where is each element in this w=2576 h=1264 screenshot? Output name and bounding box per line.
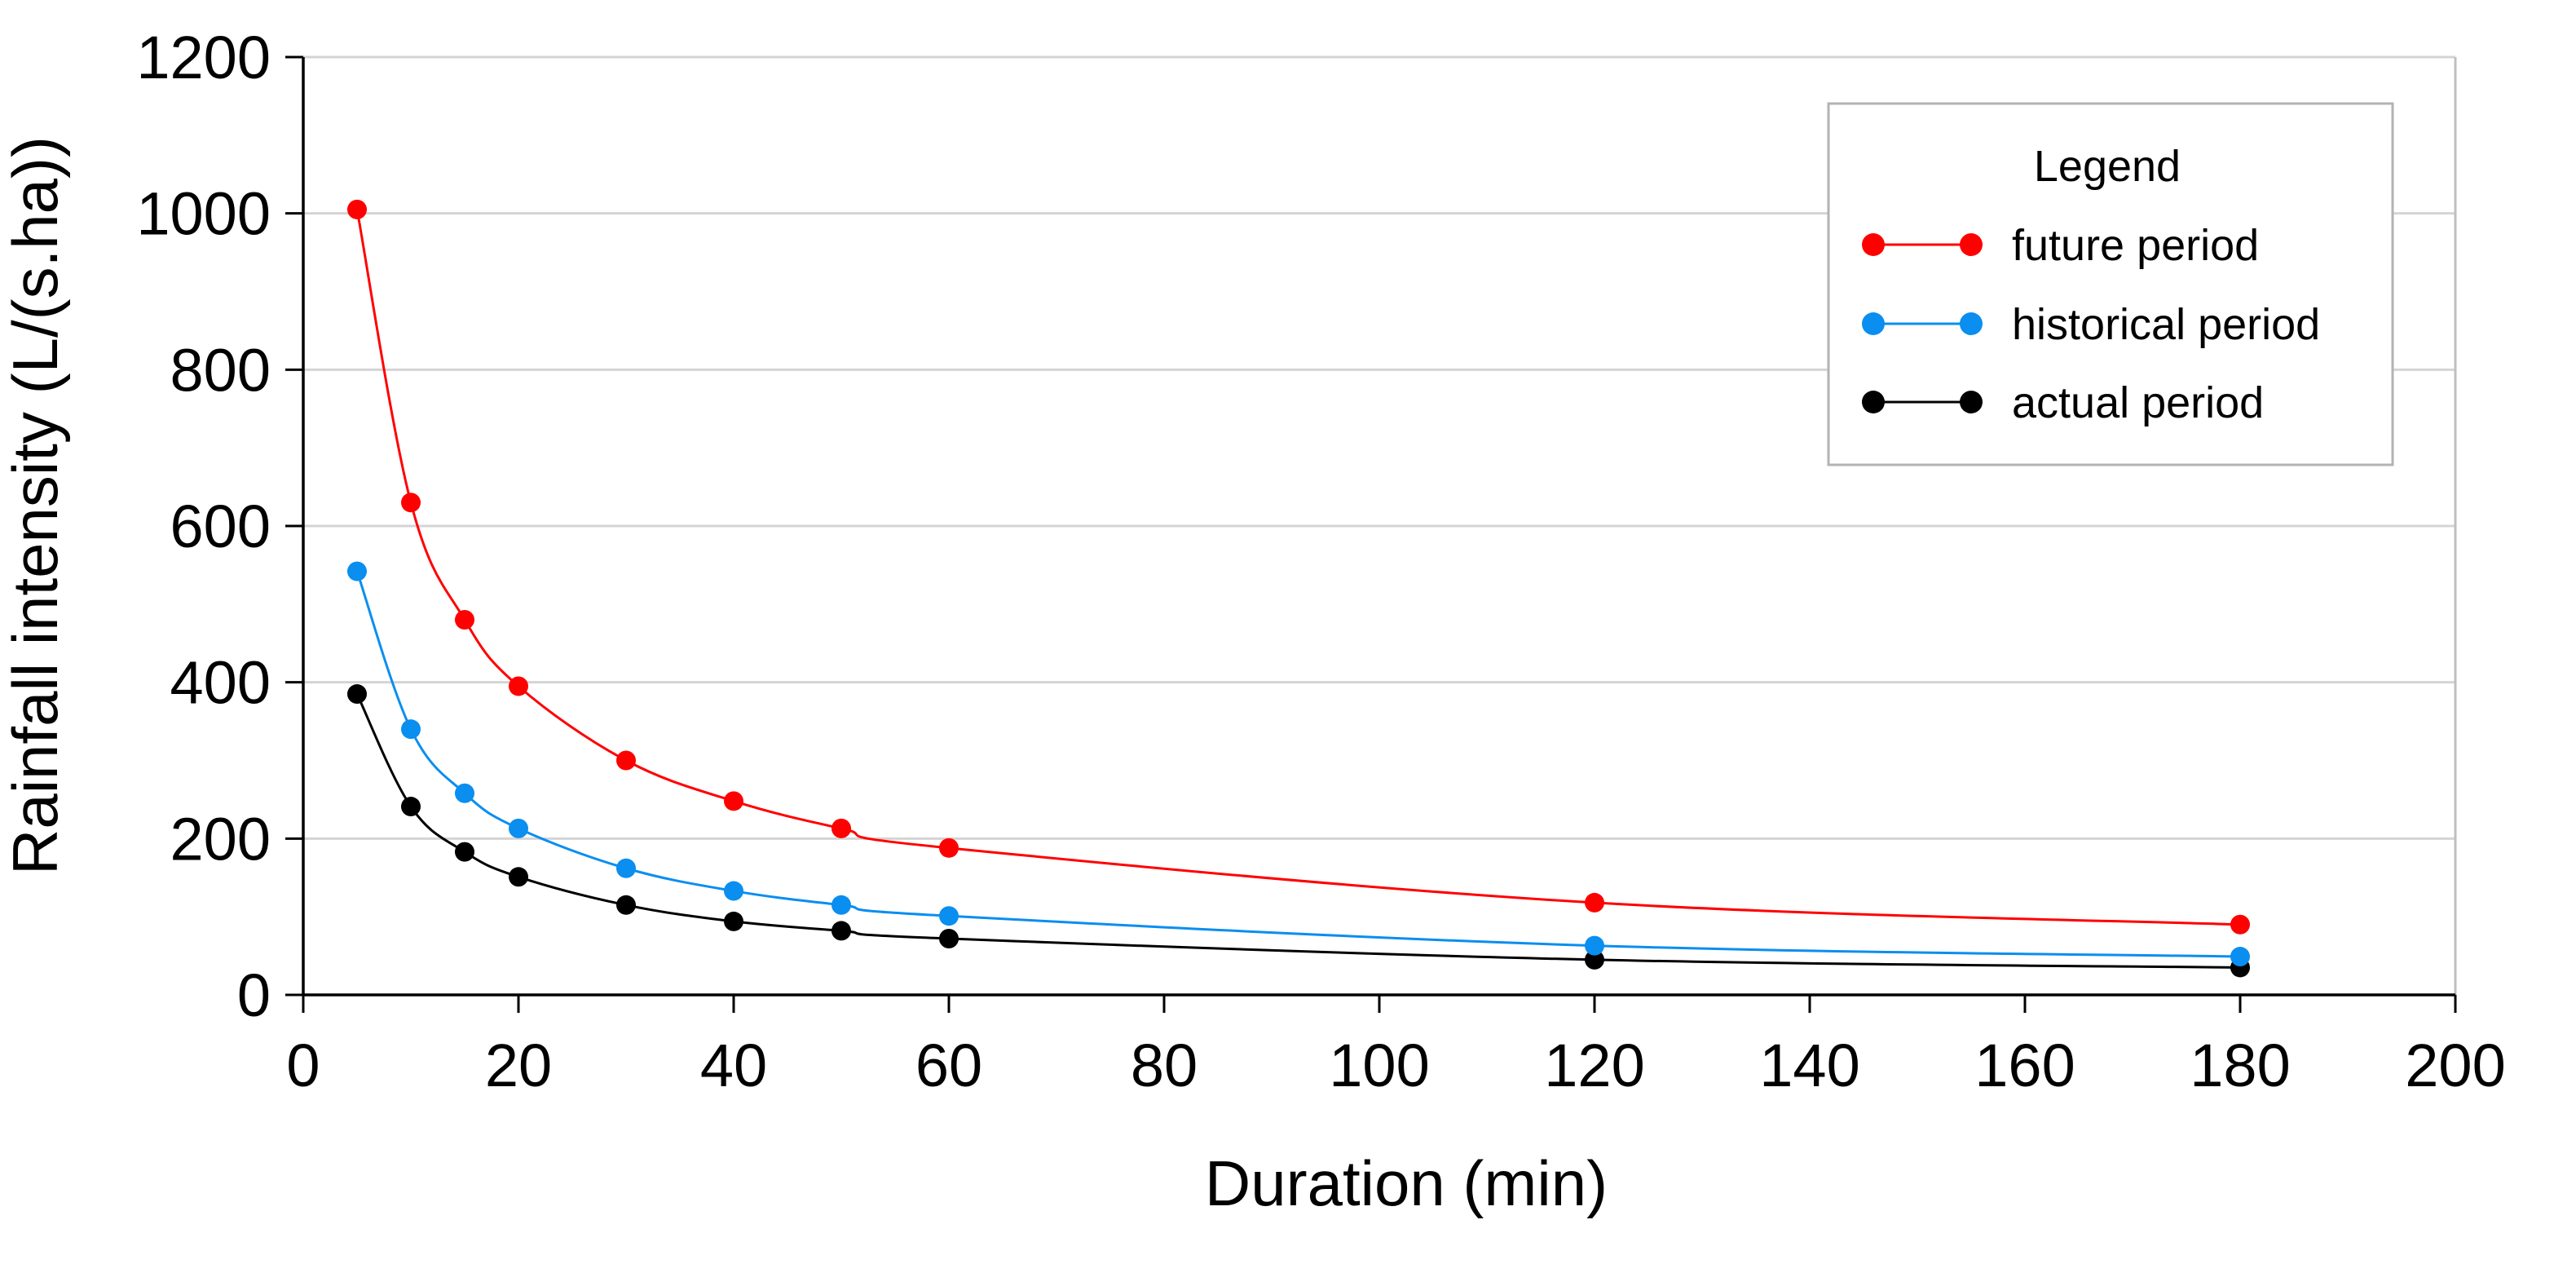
gridlines bbox=[303, 55, 2457, 995]
y-tick-label: 800 bbox=[170, 336, 271, 404]
x-tick-label: 160 bbox=[1974, 1032, 2075, 1099]
data-point bbox=[347, 684, 367, 705]
data-point bbox=[724, 881, 743, 901]
legend-label: future period bbox=[2012, 221, 2259, 270]
y-tick-label: 600 bbox=[170, 493, 271, 560]
legend-title: Legend bbox=[2034, 142, 2181, 191]
legend-marker bbox=[1862, 391, 1885, 413]
data-point bbox=[347, 199, 367, 219]
data-point bbox=[1585, 949, 1604, 970]
legend-label: historical period bbox=[2012, 300, 2320, 349]
series-historical-period bbox=[347, 561, 2250, 967]
legend-marker bbox=[1960, 312, 1983, 335]
data-point bbox=[831, 895, 851, 915]
y-tick-label: 1200 bbox=[136, 24, 271, 91]
x-tick-label: 60 bbox=[915, 1032, 982, 1099]
legend-marker bbox=[1960, 391, 1983, 413]
legend-box bbox=[1827, 102, 2394, 466]
data-point bbox=[616, 895, 636, 915]
data-point bbox=[455, 610, 474, 630]
axes: 0 200 400 600 800 1000 1200 0 20 40 60 80 100 120 140 1… bbox=[136, 24, 2505, 1099]
y-axis-title: Rainfall intensity (L/(s.ha)) bbox=[0, 136, 71, 875]
y-tick-label: 200 bbox=[170, 805, 271, 873]
y-tick-label: 400 bbox=[170, 649, 271, 717]
data-point bbox=[401, 719, 421, 740]
x-tick-label: 100 bbox=[1329, 1032, 1429, 1099]
legend-marker bbox=[1862, 233, 1885, 256]
data-point bbox=[2230, 947, 2250, 967]
x-tick-label: 0 bbox=[286, 1032, 320, 1099]
data-point bbox=[939, 929, 959, 948]
series-line bbox=[355, 209, 2241, 926]
data-point bbox=[831, 921, 851, 941]
series-future-period bbox=[347, 199, 2250, 935]
x-tick-label: 120 bbox=[1544, 1032, 1644, 1099]
y-tick-label: 1000 bbox=[136, 180, 271, 248]
y-tick-label: 0 bbox=[237, 961, 271, 1029]
legend-label: actual period bbox=[2012, 378, 2264, 427]
data-point bbox=[1585, 935, 1604, 956]
data-series bbox=[347, 199, 2250, 978]
data-point bbox=[347, 561, 367, 581]
x-tick-label: 200 bbox=[2405, 1032, 2505, 1099]
data-point bbox=[509, 818, 528, 838]
data-point bbox=[616, 750, 636, 771]
data-point bbox=[939, 838, 959, 858]
data-point bbox=[401, 493, 421, 513]
x-tick-label: 80 bbox=[1131, 1032, 1198, 1099]
data-point bbox=[509, 867, 528, 887]
data-point bbox=[455, 842, 474, 862]
data-point bbox=[724, 791, 743, 811]
x-tick-label: 40 bbox=[700, 1032, 767, 1099]
x-tick-label: 180 bbox=[2190, 1032, 2290, 1099]
data-point bbox=[616, 858, 636, 878]
x-tick-label: 140 bbox=[1759, 1032, 1859, 1099]
data-point bbox=[401, 797, 421, 817]
data-point bbox=[1585, 892, 1604, 913]
data-point bbox=[831, 818, 851, 838]
data-point bbox=[939, 906, 959, 926]
legend-entry: future period bbox=[1862, 221, 2259, 270]
x-axis-title: Duration (min) bbox=[1205, 1147, 1608, 1219]
data-point bbox=[455, 783, 474, 803]
legend-entry: actual period bbox=[1862, 378, 2264, 427]
legend-marker bbox=[1862, 312, 1885, 335]
data-point bbox=[509, 676, 528, 696]
legend: Legend future period historical period actu… bbox=[1827, 102, 2394, 466]
data-point bbox=[2230, 914, 2250, 935]
data-point bbox=[724, 911, 743, 931]
legend-entry: historical period bbox=[1862, 300, 2320, 349]
legend-marker bbox=[1960, 233, 1983, 256]
x-tick-label: 20 bbox=[485, 1032, 552, 1099]
